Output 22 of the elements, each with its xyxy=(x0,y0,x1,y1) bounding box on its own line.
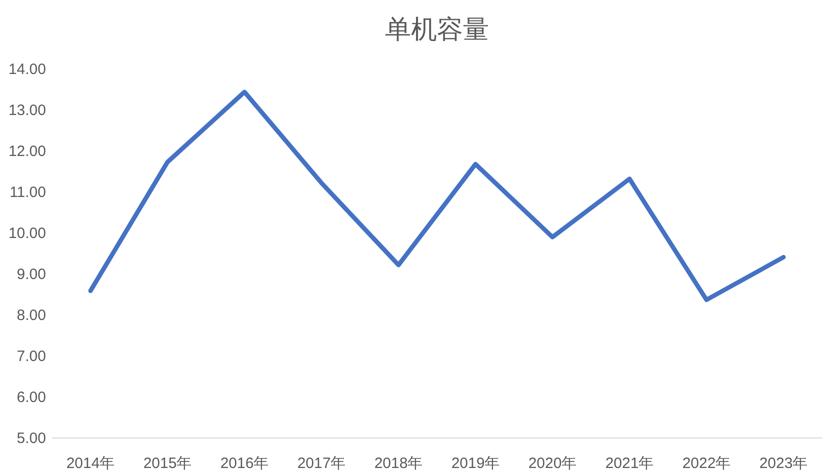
y-tick-label: 10.00 xyxy=(8,225,46,242)
y-tick-label: 12.00 xyxy=(8,143,46,160)
x-tick-label: 2018年 xyxy=(374,455,423,472)
x-tick-label: 2022年 xyxy=(682,455,731,472)
x-tick-label: 2015年 xyxy=(143,455,192,472)
x-tick-label: 2019年 xyxy=(451,455,500,472)
y-tick-label: 11.00 xyxy=(10,184,46,201)
y-tick-label: 5.00 xyxy=(16,430,46,447)
line-series xyxy=(88,90,786,302)
x-tick-label: 2014年 xyxy=(66,455,115,472)
y-tick-label: 14.00 xyxy=(8,61,46,78)
chart-title: 单机容量 xyxy=(385,14,489,44)
x-tick-label: 2016年 xyxy=(220,455,269,472)
y-tick-label: 6.00 xyxy=(16,389,46,406)
x-tick-label: 2017年 xyxy=(297,455,346,472)
y-tick-label: 8.00 xyxy=(16,307,46,324)
y-tick-label: 13.00 xyxy=(8,102,46,119)
x-tick-label: 2021年 xyxy=(605,455,654,472)
x-tick-label: 2023年 xyxy=(759,455,808,472)
y-tick-label: 9.00 xyxy=(16,266,46,283)
y-tick-label: 7.00 xyxy=(16,348,46,365)
x-tick-label: 2020年 xyxy=(528,455,577,472)
